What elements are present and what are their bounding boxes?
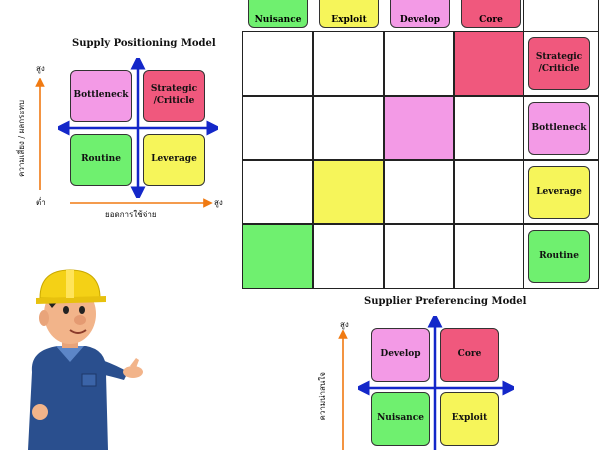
- matrix-cell: [313, 31, 384, 96]
- matrix-fill-develop: [385, 97, 453, 159]
- matrix-top-label-develop: Develop: [390, 0, 450, 28]
- supply-quadrant-bottleneck: Bottleneck: [70, 70, 132, 122]
- preferencing-y-high-label: สูง: [340, 320, 349, 329]
- preferencing-quadrant-exploit: Exploit: [440, 392, 499, 446]
- matrix-top-label-nuisance: Nuisance: [248, 0, 308, 28]
- matrix-cell: [454, 224, 524, 289]
- matrix-cell: [523, 31, 599, 96]
- preferencing-model-cross-arrows: [358, 316, 514, 450]
- supply-model-axes: [35, 78, 213, 208]
- matrix-right-label-leverage: Leverage: [528, 166, 590, 219]
- supply-quadrant-routine: Routine: [70, 134, 132, 186]
- matrix-cell: [523, 160, 599, 224]
- matrix-cell: [313, 160, 384, 224]
- matrix-right-label-routine: Routine: [528, 230, 590, 283]
- matrix-right-label-strategic: Strategic /Criticle: [528, 37, 590, 90]
- matrix-cell: [454, 160, 524, 224]
- preferencing-quadrant-develop: Develop: [371, 328, 430, 382]
- matrix-top-label-core: Core: [461, 0, 521, 28]
- matrix-fill-core: [455, 32, 523, 95]
- construction-worker-character: [28, 269, 143, 450]
- supply-quadrant-strategic: Strategic /Criticle: [143, 70, 205, 122]
- matrix-cell: [384, 224, 454, 289]
- preferencing-model-y-axis: [338, 330, 348, 450]
- supply-y-high-label: สูง: [36, 64, 45, 73]
- matrix-cell: [313, 96, 384, 160]
- matrix-cell: [242, 31, 313, 96]
- preferencing-quadrant-nuisance: Nuisance: [371, 392, 430, 446]
- matrix-top-label-exploit: Exploit: [319, 0, 379, 28]
- matrix-cell: [313, 224, 384, 289]
- supply-model-cross-arrows: [58, 58, 218, 198]
- matrix-cell: [384, 96, 454, 160]
- matrix-fill-exploit: [314, 161, 383, 223]
- matrix-cell: [242, 224, 313, 289]
- matrix-cell: [523, 224, 599, 289]
- supply-x-axis-label: ยอดการใช้จ่าย: [105, 210, 157, 219]
- preferencing-quadrant-core: Core: [440, 328, 499, 382]
- matrix-cell: [454, 96, 524, 160]
- preferencing-y-axis-label: ความน่าสนใจ: [318, 372, 327, 421]
- matrix-right-label-bottleneck: Bottleneck: [528, 102, 590, 155]
- supply-model-title: Supply Positioning Model: [72, 38, 216, 49]
- supply-y-axis-label: ความเสี่ยง / ผลกระทบ: [17, 100, 26, 177]
- matrix-top-right-corner-cell: [523, 0, 599, 32]
- matrix-cell: [523, 96, 599, 160]
- matrix-cell: [242, 96, 313, 160]
- supply-x-high-label: สูง: [214, 198, 223, 207]
- supply-origin-low-label: ต่ำ: [36, 198, 46, 207]
- matrix-cell: [384, 31, 454, 96]
- preferencing-model-title: Supplier Preferencing Model: [364, 296, 527, 307]
- matrix-cell: [384, 160, 454, 224]
- matrix-cell: [242, 160, 313, 224]
- matrix-fill-nuisance: [243, 225, 312, 288]
- supply-quadrant-leverage: Leverage: [143, 134, 205, 186]
